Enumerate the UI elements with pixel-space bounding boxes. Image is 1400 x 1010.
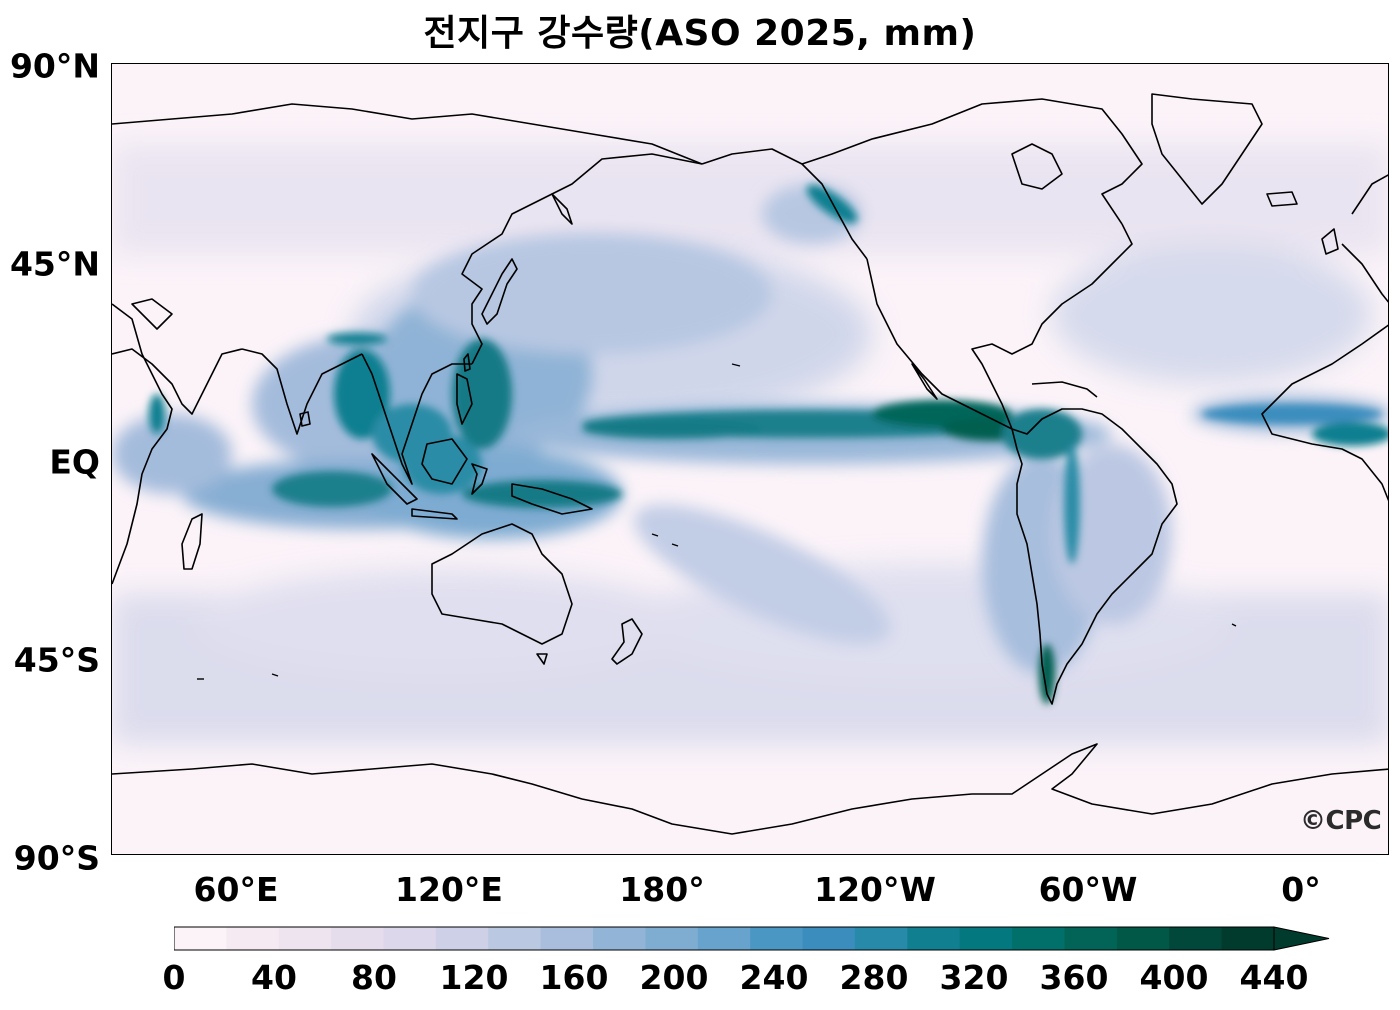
coastline-australia xyxy=(431,523,573,645)
colorbar-outline xyxy=(174,926,1275,951)
colorbar-segment xyxy=(540,927,594,950)
colorbar-tick-label: 80 xyxy=(351,958,397,997)
colorbar-segment xyxy=(383,927,437,950)
coastline-caribbean xyxy=(1031,381,1098,398)
coastline-sri-lanka xyxy=(299,411,311,427)
coastline-sulawesi xyxy=(471,463,488,495)
x-tick-0: 0° xyxy=(1281,870,1321,909)
coastlines xyxy=(112,93,1388,835)
coastline-na-west xyxy=(866,258,1013,430)
y-tick-45n: 45°N xyxy=(9,244,100,284)
colorbar-segment xyxy=(854,927,908,950)
coastline-indochina xyxy=(361,353,472,485)
coastline-java xyxy=(411,508,458,520)
colorbar-tick-label: 160 xyxy=(539,958,609,997)
coastline-west-africa xyxy=(1261,324,1388,502)
x-tick-60e: 60°E xyxy=(193,870,279,909)
map-canvas xyxy=(112,93,1388,835)
coastline-kamchatka xyxy=(551,193,573,225)
colorbar-segment xyxy=(750,927,804,950)
colorbar-segment xyxy=(645,927,699,950)
colorbar-segment xyxy=(488,927,542,950)
coastline-new-guinea xyxy=(511,483,593,515)
islands xyxy=(197,363,1237,680)
colorbar-segment xyxy=(1116,927,1170,950)
colorbar-tick-label: 40 xyxy=(251,958,297,997)
coastline-tasmania xyxy=(536,653,548,665)
colorbar-segment xyxy=(959,927,1013,950)
coastline-madagascar xyxy=(181,513,203,570)
colorbar-segment xyxy=(331,927,385,950)
coastline-east-asia xyxy=(461,153,703,365)
colorbar-segment xyxy=(1064,927,1118,950)
coastline-europe xyxy=(1341,243,1388,303)
x-tick-120e: 120°E xyxy=(395,870,503,909)
y-tick-45s: 45°S xyxy=(13,640,100,680)
coastline-caspian-black-sea xyxy=(131,298,173,330)
colorbar-segment xyxy=(907,927,961,950)
coastline-japan xyxy=(481,258,518,325)
colorbar-tick-label: 440 xyxy=(1239,958,1309,997)
colorbar-segment xyxy=(435,927,489,950)
coastline-antarctica xyxy=(112,743,1388,835)
colorbar-tick-label: 280 xyxy=(839,958,909,997)
colorbar-segment xyxy=(1012,927,1065,950)
coastline-philippines xyxy=(456,373,473,425)
colorbar-segment xyxy=(1221,927,1275,950)
x-tick-60w: 60°W xyxy=(1038,870,1138,909)
coastline-africa xyxy=(112,303,173,585)
precip-field-heavy xyxy=(149,184,1388,704)
coastline-new-zealand xyxy=(611,618,643,665)
colorbar-segment xyxy=(1169,927,1223,950)
y-tick-eq: EQ xyxy=(49,442,100,482)
colorbar xyxy=(174,926,1330,951)
coastline-greenland xyxy=(1151,93,1263,205)
coastline-india xyxy=(241,348,363,435)
colorbar-segment xyxy=(802,927,856,950)
x-tick-180: 180° xyxy=(619,870,705,909)
colorbar-segment xyxy=(278,927,332,950)
coastline-baja xyxy=(911,363,938,400)
colorbar-extend-arrow xyxy=(1273,926,1330,951)
coastline-gulf-mexico xyxy=(971,223,1133,430)
colorbar-segment xyxy=(697,927,751,950)
coastline-scandinavia xyxy=(1351,174,1388,215)
coastline-canada-arctic xyxy=(801,98,1143,225)
coastline-siberia xyxy=(112,103,703,165)
colorbar-tick-label: 0 xyxy=(162,958,186,997)
coastline-taiwan xyxy=(463,353,471,372)
colorbar-tick-label: 400 xyxy=(1139,958,1209,997)
colorbar-tick-label: 240 xyxy=(739,958,809,997)
coastline-hudson-bay xyxy=(1011,143,1063,190)
colorbar-tick-label: 120 xyxy=(439,958,509,997)
colorbar-tick-label: 200 xyxy=(639,958,709,997)
cpc-watermark: ©CPC xyxy=(1300,806,1382,836)
colorbar-tick-label: 360 xyxy=(1039,958,1109,997)
y-tick-90s: 90°S xyxy=(13,838,100,878)
coastline-uk xyxy=(1321,228,1339,255)
colorbar-tick-label: 320 xyxy=(939,958,1009,997)
coastline-arabia xyxy=(112,348,243,415)
coastline-iceland xyxy=(1266,191,1298,207)
colorbar-segment xyxy=(593,927,646,950)
colorbar-segment xyxy=(226,927,280,950)
precipitation-map xyxy=(111,63,1389,855)
colorbar-segment xyxy=(174,927,227,950)
y-tick-90n: 90°N xyxy=(9,46,100,86)
coastline-sumatra xyxy=(371,453,418,505)
coastline-borneo xyxy=(421,438,468,485)
x-tick-120w: 120°W xyxy=(814,870,936,909)
coastline-south-america xyxy=(1011,408,1178,705)
map-title: 전지구 강수량(ASO 2025, mm) xyxy=(423,13,977,54)
